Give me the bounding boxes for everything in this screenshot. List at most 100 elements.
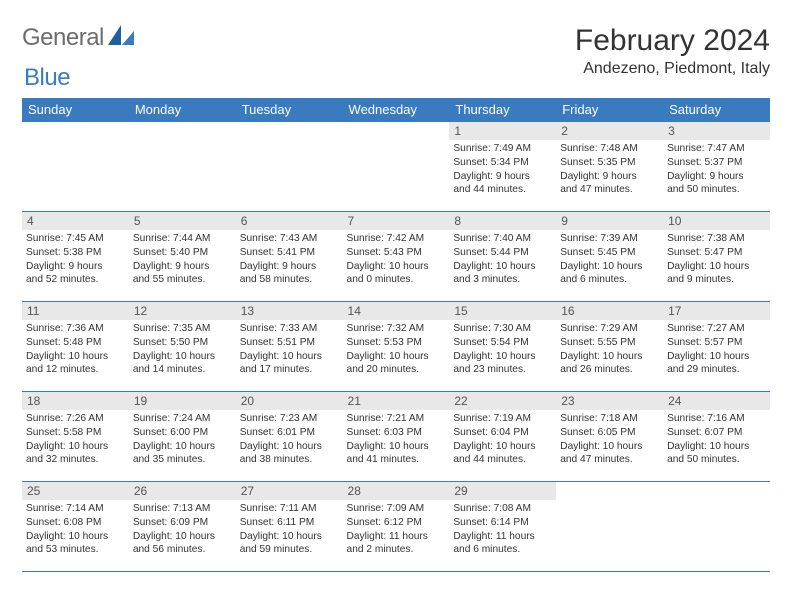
day-number: 16: [556, 302, 663, 320]
calendar-day-cell: 5Sunrise: 7:44 AMSunset: 5:40 PMDaylight…: [129, 212, 236, 302]
day-detail-line: and 50 minutes.: [667, 453, 766, 467]
day-detail-line: Sunset: 6:11 PM: [240, 516, 339, 530]
month-title: February 2024: [575, 24, 770, 58]
day-detail-line: Sunset: 5:57 PM: [667, 336, 766, 350]
day-detail-line: and 2 minutes.: [347, 543, 446, 557]
day-detail-line: Daylight: 10 hours: [133, 440, 232, 454]
day-detail-line: Sunrise: 7:44 AM: [133, 232, 232, 246]
day-detail-line: and 44 minutes.: [453, 183, 552, 197]
day-detail-line: and 38 minutes.: [240, 453, 339, 467]
day-number: 26: [129, 482, 236, 500]
day-details: Sunrise: 7:43 AMSunset: 5:41 PMDaylight:…: [236, 230, 343, 291]
day-detail-line: Sunset: 6:01 PM: [240, 426, 339, 440]
day-detail-line: Sunset: 6:03 PM: [347, 426, 446, 440]
day-detail-line: and 47 minutes.: [560, 183, 659, 197]
calendar-day-cell: 19Sunrise: 7:24 AMSunset: 6:00 PMDayligh…: [129, 392, 236, 482]
day-detail-line: Daylight: 10 hours: [26, 440, 125, 454]
calendar-day-cell: 8Sunrise: 7:40 AMSunset: 5:44 PMDaylight…: [449, 212, 556, 302]
day-detail-line: Sunset: 5:45 PM: [560, 246, 659, 260]
day-number: 14: [343, 302, 450, 320]
day-details: Sunrise: 7:30 AMSunset: 5:54 PMDaylight:…: [449, 320, 556, 381]
day-detail-line: and 6 minutes.: [560, 273, 659, 287]
day-number: 22: [449, 392, 556, 410]
day-number: 7: [343, 212, 450, 230]
day-number: 1: [449, 122, 556, 140]
calendar-day-cell: 3Sunrise: 7:47 AMSunset: 5:37 PMDaylight…: [663, 122, 770, 212]
day-detail-line: Daylight: 9 hours: [453, 170, 552, 184]
day-detail-line: Sunset: 5:48 PM: [26, 336, 125, 350]
calendar-day-cell: 4Sunrise: 7:45 AMSunset: 5:38 PMDaylight…: [22, 212, 129, 302]
day-detail-line: Sunset: 6:12 PM: [347, 516, 446, 530]
day-detail-line: Sunset: 5:54 PM: [453, 336, 552, 350]
day-detail-line: Sunset: 5:50 PM: [133, 336, 232, 350]
day-number: 28: [343, 482, 450, 500]
day-detail-line: and 47 minutes.: [560, 453, 659, 467]
day-detail-line: Daylight: 10 hours: [667, 260, 766, 274]
day-details: Sunrise: 7:18 AMSunset: 6:05 PMDaylight:…: [556, 410, 663, 471]
day-number: 15: [449, 302, 556, 320]
calendar-day-cell: 23Sunrise: 7:18 AMSunset: 6:05 PMDayligh…: [556, 392, 663, 482]
calendar-day-cell: 21Sunrise: 7:21 AMSunset: 6:03 PMDayligh…: [343, 392, 450, 482]
calendar-page: General February 2024 Andezeno, Piedmont…: [0, 0, 792, 582]
day-number: 27: [236, 482, 343, 500]
day-details: Sunrise: 7:13 AMSunset: 6:09 PMDaylight:…: [129, 500, 236, 561]
day-detail-line: Sunrise: 7:36 AM: [26, 322, 125, 336]
day-detail-line: Sunset: 5:43 PM: [347, 246, 446, 260]
day-details: Sunrise: 7:44 AMSunset: 5:40 PMDaylight:…: [129, 230, 236, 291]
day-detail-line: Sunrise: 7:14 AM: [26, 502, 125, 516]
calendar-day-cell: 22Sunrise: 7:19 AMSunset: 6:04 PMDayligh…: [449, 392, 556, 482]
brand-text-2: Blue: [24, 64, 70, 92]
day-number: 21: [343, 392, 450, 410]
day-details: Sunrise: 7:42 AMSunset: 5:43 PMDaylight:…: [343, 230, 450, 291]
calendar-day-cell: [22, 122, 129, 212]
calendar-day-cell: 29Sunrise: 7:08 AMSunset: 6:14 PMDayligh…: [449, 482, 556, 572]
day-detail-line: Sunset: 6:04 PM: [453, 426, 552, 440]
day-detail-line: and 35 minutes.: [133, 453, 232, 467]
day-detail-line: Daylight: 10 hours: [133, 350, 232, 364]
calendar-week-row: 4Sunrise: 7:45 AMSunset: 5:38 PMDaylight…: [22, 212, 770, 302]
day-detail-line: and 44 minutes.: [453, 453, 552, 467]
day-number: 3: [663, 122, 770, 140]
day-details: Sunrise: 7:38 AMSunset: 5:47 PMDaylight:…: [663, 230, 770, 291]
day-details: Sunrise: 7:21 AMSunset: 6:03 PMDaylight:…: [343, 410, 450, 471]
day-detail-line: and 50 minutes.: [667, 183, 766, 197]
weekday-header: Sunday: [22, 98, 129, 122]
day-detail-line: Daylight: 10 hours: [560, 440, 659, 454]
day-number: 8: [449, 212, 556, 230]
day-number: 4: [22, 212, 129, 230]
day-detail-line: Sunrise: 7:24 AM: [133, 412, 232, 426]
day-detail-line: Daylight: 10 hours: [240, 440, 339, 454]
day-number: 2: [556, 122, 663, 140]
day-detail-line: Sunset: 5:44 PM: [453, 246, 552, 260]
calendar-day-cell: 10Sunrise: 7:38 AMSunset: 5:47 PMDayligh…: [663, 212, 770, 302]
day-detail-line: Daylight: 10 hours: [347, 260, 446, 274]
day-detail-line: Sunset: 6:00 PM: [133, 426, 232, 440]
day-detail-line: Sunrise: 7:35 AM: [133, 322, 232, 336]
calendar-day-cell: 13Sunrise: 7:33 AMSunset: 5:51 PMDayligh…: [236, 302, 343, 392]
day-detail-line: Daylight: 10 hours: [453, 350, 552, 364]
day-detail-line: and 20 minutes.: [347, 363, 446, 377]
day-detail-line: Sunrise: 7:26 AM: [26, 412, 125, 426]
calendar-day-cell: [343, 122, 450, 212]
calendar-day-cell: 26Sunrise: 7:13 AMSunset: 6:09 PMDayligh…: [129, 482, 236, 572]
day-detail-line: Sunset: 5:58 PM: [26, 426, 125, 440]
day-detail-line: Sunrise: 7:30 AM: [453, 322, 552, 336]
day-detail-line: Sunrise: 7:45 AM: [26, 232, 125, 246]
weekday-header: Saturday: [663, 98, 770, 122]
weekday-header: Friday: [556, 98, 663, 122]
day-detail-line: Sunrise: 7:21 AM: [347, 412, 446, 426]
day-detail-line: and 17 minutes.: [240, 363, 339, 377]
day-detail-line: and 6 minutes.: [453, 543, 552, 557]
day-detail-line: Sunset: 5:35 PM: [560, 156, 659, 170]
title-block: February 2024 Andezeno, Piedmont, Italy: [575, 24, 770, 78]
day-detail-line: Sunrise: 7:08 AM: [453, 502, 552, 516]
calendar-week-row: 11Sunrise: 7:36 AMSunset: 5:48 PMDayligh…: [22, 302, 770, 392]
day-number: 17: [663, 302, 770, 320]
calendar-day-cell: 2Sunrise: 7:48 AMSunset: 5:35 PMDaylight…: [556, 122, 663, 212]
day-details: Sunrise: 7:23 AMSunset: 6:01 PMDaylight:…: [236, 410, 343, 471]
day-detail-line: Sunrise: 7:39 AM: [560, 232, 659, 246]
day-detail-line: Daylight: 10 hours: [347, 440, 446, 454]
day-detail-line: Sunrise: 7:19 AM: [453, 412, 552, 426]
day-number: 9: [556, 212, 663, 230]
day-details: Sunrise: 7:16 AMSunset: 6:07 PMDaylight:…: [663, 410, 770, 471]
